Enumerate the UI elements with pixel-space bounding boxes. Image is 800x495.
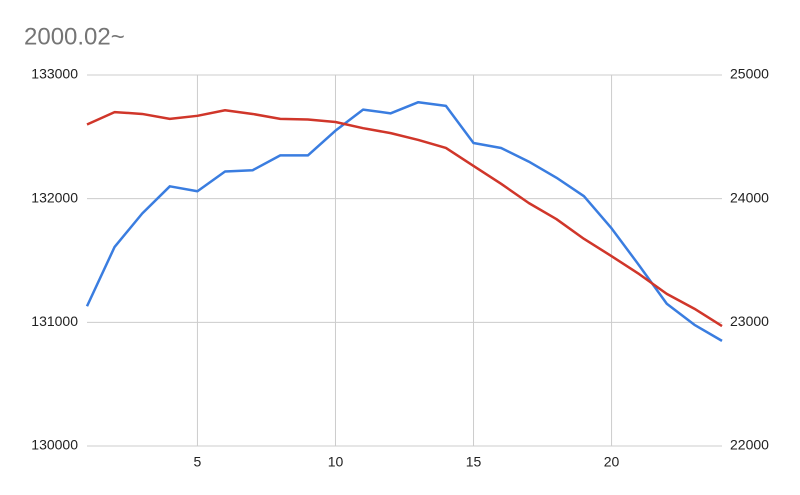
x-tick-label: 20 <box>604 454 620 470</box>
x-tick-label: 15 <box>466 454 482 470</box>
y2-tick-label: 22000 <box>730 437 769 453</box>
y-tick-label: 130000 <box>31 437 78 453</box>
y-tick-label: 131000 <box>31 313 78 329</box>
x-tick-label: 10 <box>328 454 344 470</box>
y-tick-label: 133000 <box>31 66 78 82</box>
series-line <box>86 108 723 328</box>
x-tick-label: 5 <box>194 454 202 470</box>
y2-tick-label: 23000 <box>730 313 769 329</box>
y2-tick-label: 25000 <box>730 66 769 82</box>
y2-tick-label: 24000 <box>730 189 769 205</box>
y-tick-label: 132000 <box>31 189 78 205</box>
series-line <box>85 100 723 342</box>
chart-title: 2000.02~ <box>24 23 125 50</box>
